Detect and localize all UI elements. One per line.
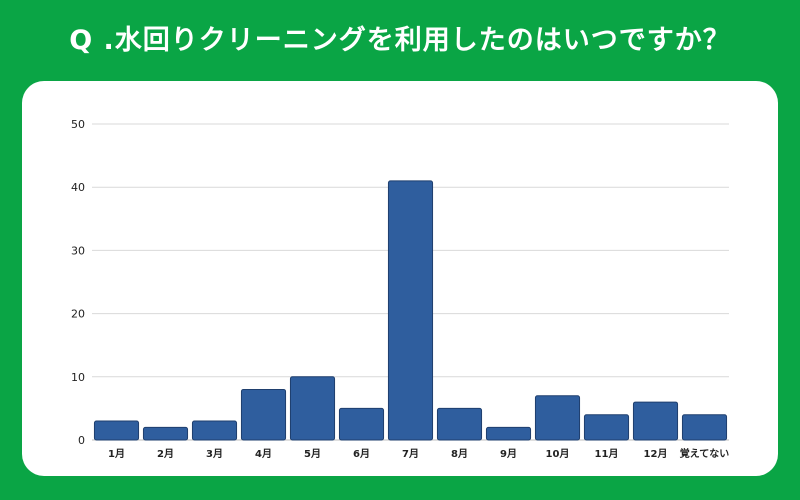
bar bbox=[338, 407, 385, 441]
y-tick-label: 20 bbox=[71, 308, 85, 321]
x-tick-label: 9月 bbox=[500, 448, 517, 460]
x-tick-label: 8月 bbox=[451, 448, 468, 460]
x-axis-labels: 1月 2月 3月 4月 5月 6月 7月 8月 9月 10月 11月 12月 覚えてない bbox=[108, 447, 729, 460]
bar bbox=[240, 388, 287, 441]
page-title: Q .水回りクリーニングを利用したのはいつですか？ bbox=[69, 25, 731, 56]
x-tick-label: 6月 bbox=[353, 448, 370, 460]
bar bbox=[436, 407, 483, 441]
y-tick-label: 50 bbox=[71, 118, 85, 131]
y-tick-label: 10 bbox=[71, 371, 85, 384]
y-tick-label: 30 bbox=[71, 244, 85, 257]
x-tick-label: 12月 bbox=[644, 448, 668, 460]
x-tick-label: 覚えてない bbox=[680, 447, 730, 460]
x-tick-label: 2月 bbox=[157, 448, 174, 460]
chart-card: 0 10 20 30 40 50 1月 2月 3月 4月 5月 6月 7月 8月 9月 10月 11月 12月覚… bbox=[22, 81, 778, 476]
x-tick-label: 4月 bbox=[255, 448, 272, 460]
bar-chart: 0 10 20 30 40 50 1月 2月 3月 4月 5月 6月 7月 8月 9月 10月 11月 12月覚… bbox=[71, 118, 729, 460]
bar bbox=[142, 426, 189, 441]
bars bbox=[93, 180, 728, 441]
bar bbox=[93, 420, 140, 441]
bar bbox=[681, 414, 728, 441]
y-tick-label: 0 bbox=[78, 434, 85, 447]
bar bbox=[289, 376, 336, 441]
x-tick-label: 10月 bbox=[546, 448, 570, 460]
bar bbox=[632, 401, 679, 441]
x-tick-label: 7月 bbox=[402, 448, 419, 460]
x-tick-label: 11月 bbox=[595, 448, 619, 460]
y-axis-ticks: 0 10 20 30 40 50 bbox=[71, 118, 85, 447]
bar bbox=[191, 420, 238, 441]
bar bbox=[485, 426, 532, 441]
bar bbox=[387, 180, 434, 441]
bar bbox=[583, 414, 630, 441]
x-tick-label: 3月 bbox=[206, 448, 223, 460]
bar bbox=[534, 395, 581, 441]
x-tick-label: 5月 bbox=[304, 448, 321, 460]
y-tick-label: 40 bbox=[71, 181, 85, 194]
x-tick-label: 1月 bbox=[108, 448, 125, 460]
